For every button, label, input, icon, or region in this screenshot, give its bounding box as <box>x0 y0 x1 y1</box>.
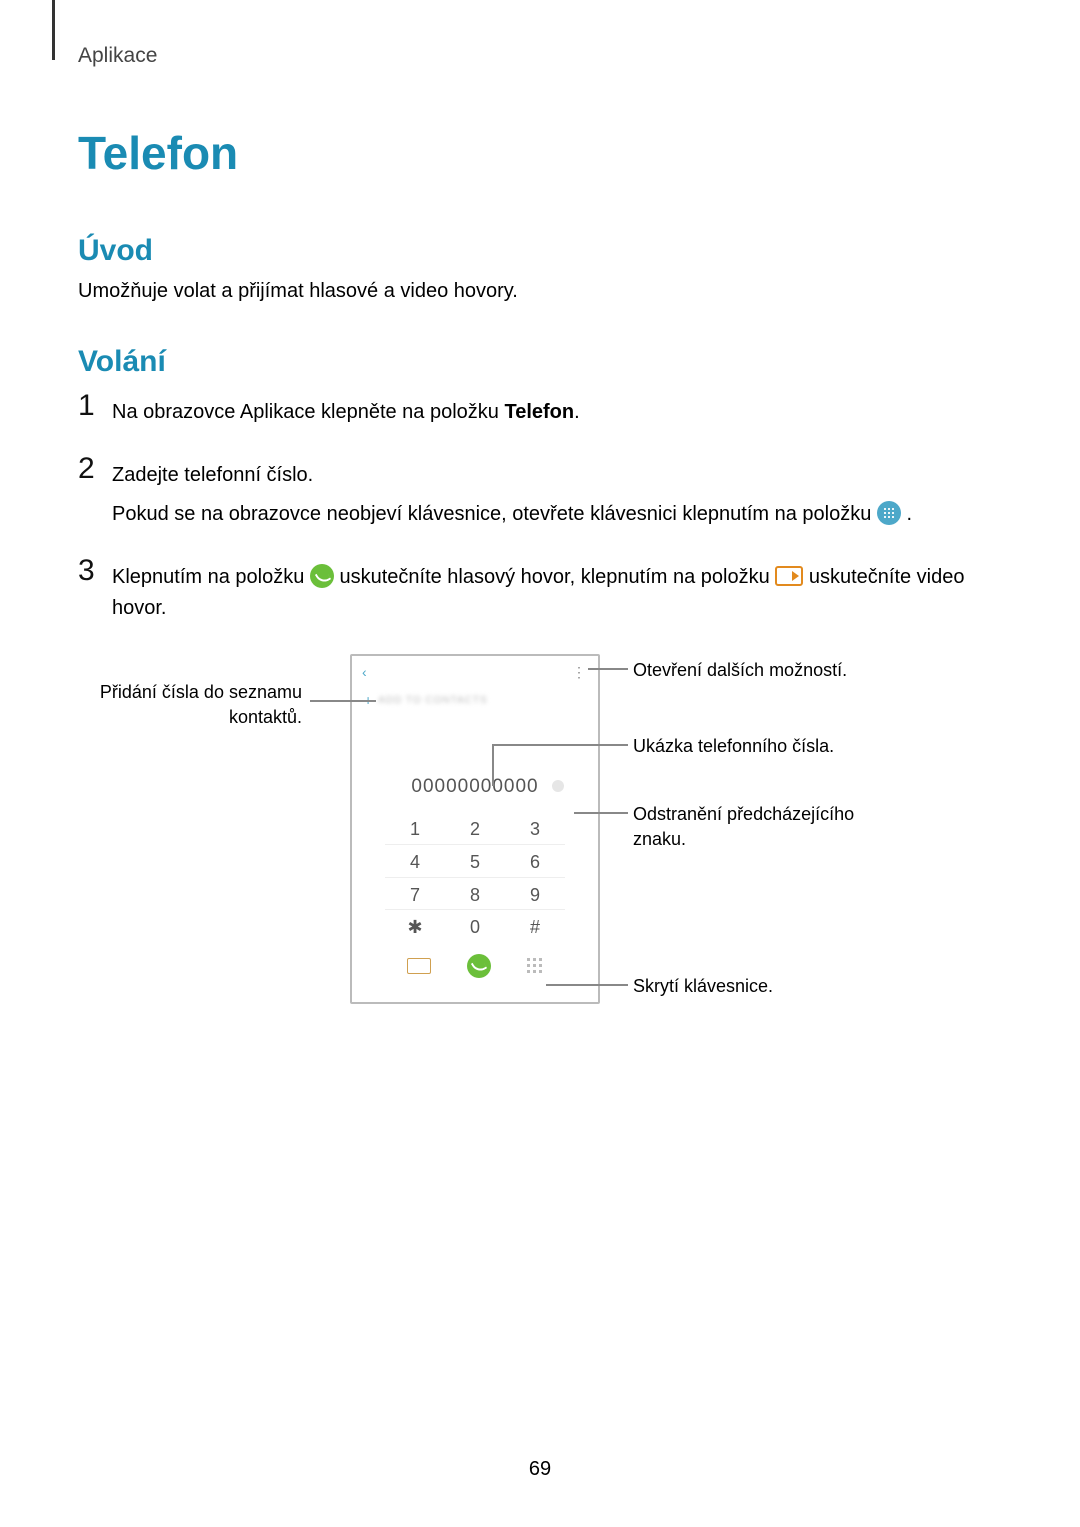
key-6: 6 <box>505 853 565 878</box>
step-1-pre: Na obrazovce Aplikace klepněte na položk… <box>112 401 504 423</box>
step-1-bold: Telefon <box>504 401 574 423</box>
step-3: 3 Klepnutím na položku uskutečníte hlaso… <box>78 556 1002 624</box>
step-body: Zadejte telefonní číslo. Pokud se na obr… <box>112 454 912 530</box>
step-2: 2 Zadejte telefonní číslo. Pokud se na o… <box>78 454 1002 530</box>
backspace-icon <box>552 780 564 792</box>
dialpad-icon <box>877 501 901 525</box>
phone-mockup: ‹ ⋮ + ADD TO CONTACTS 00000000000 1 2 3 … <box>350 654 600 1004</box>
step-number: 1 <box>78 391 112 421</box>
call-button-icon <box>467 954 491 978</box>
document-page: Aplikace Telefon Úvod Umožňuje volat a p… <box>0 0 1080 1074</box>
key-2: 2 <box>445 820 505 845</box>
section-heading-uvod: Úvod <box>78 234 1002 268</box>
back-icon: ‹ <box>362 664 367 680</box>
phone-bottom-bar <box>352 954 598 978</box>
breadcrumb: Aplikace <box>78 44 1002 68</box>
hide-keypad-icon <box>527 958 543 974</box>
page-title: Telefon <box>78 126 1002 180</box>
call-icon <box>310 564 334 588</box>
add-contact-row: + ADD TO CONTACTS <box>352 688 598 712</box>
entered-number-text: 00000000000 <box>411 776 538 797</box>
step-2-line2-post: . <box>906 503 912 525</box>
step-number: 3 <box>78 556 112 586</box>
callout-line <box>310 700 376 702</box>
callout-line <box>588 668 628 670</box>
callout-line <box>546 984 628 986</box>
key-8: 8 <box>445 886 505 911</box>
step-body: Na obrazovce Aplikace klepněte na položk… <box>112 391 580 428</box>
more-icon: ⋮ <box>572 664 588 681</box>
key-9: 9 <box>505 886 565 911</box>
phone-titlebar: ‹ ⋮ <box>352 656 598 688</box>
add-contact-blur: ADD TO CONTACTS <box>378 695 487 706</box>
page-number: 69 <box>0 1458 1080 1481</box>
callout-line <box>574 812 628 814</box>
phone-diagram: ‹ ⋮ + ADD TO CONTACTS 00000000000 1 2 3 … <box>78 654 1002 1074</box>
callout-add-contacts: Přidání čísla do seznamu kontaktů. <box>78 680 302 730</box>
section-heading-volani: Volání <box>78 345 1002 379</box>
step-3-a: Klepnutím na položku <box>112 566 310 588</box>
entered-number: 00000000000 <box>352 776 598 820</box>
key-1: 1 <box>385 820 445 845</box>
step-2-line2-pre: Pokud se na obrazovce neobjeví klávesnic… <box>112 503 877 525</box>
callout-line <box>492 744 628 746</box>
video-button-icon <box>407 958 431 974</box>
step-1-post: . <box>574 401 580 423</box>
key-5: 5 <box>445 853 505 878</box>
callout-preview-number: Ukázka telefonního čísla. <box>633 734 834 759</box>
section-volani: Volání 1 Na obrazovce Aplikace klepněte … <box>78 345 1002 1074</box>
callout-line <box>492 744 494 786</box>
key-hash: # <box>505 918 565 942</box>
key-7: 7 <box>385 886 445 911</box>
step-number: 2 <box>78 454 112 484</box>
key-star: ✱ <box>385 918 445 942</box>
video-call-icon <box>775 566 803 586</box>
step-2-line1: Zadejte telefonní číslo. <box>112 460 912 491</box>
callout-more-options: Otevření dalších možností. <box>633 658 847 683</box>
step-1: 1 Na obrazovce Aplikace klepněte na polo… <box>78 391 1002 428</box>
key-0: 0 <box>445 918 505 942</box>
step-body: Klepnutím na položku uskutečníte hlasový… <box>112 556 1002 624</box>
intro-text: Umožňuje volat a přijímat hlasové a vide… <box>78 280 1002 303</box>
callout-delete-char: Odstranění předcházejícího znaku. <box>633 802 893 852</box>
key-4: 4 <box>385 853 445 878</box>
key-3: 3 <box>505 820 565 845</box>
callout-hide-keypad: Skrytí klávesnice. <box>633 974 773 999</box>
keypad: 1 2 3 4 5 6 7 8 9 ✱ 0 # <box>385 820 565 942</box>
step-3-b: uskutečníte hlasový hovor, klepnutím na … <box>339 566 775 588</box>
